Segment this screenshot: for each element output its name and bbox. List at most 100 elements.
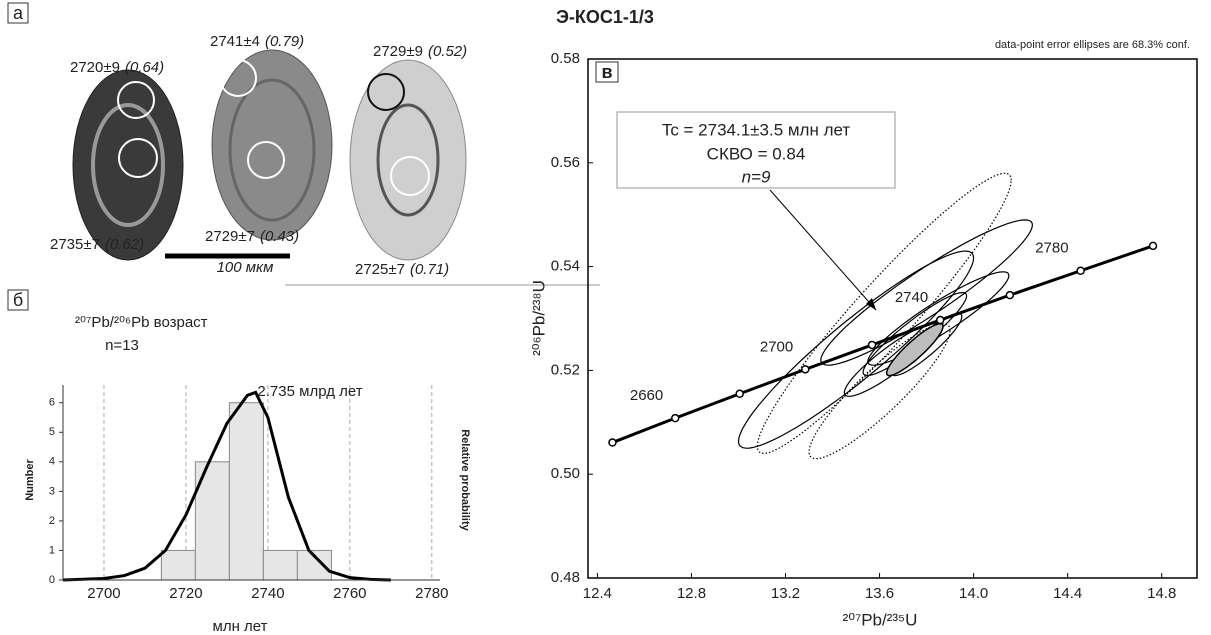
y-tick-label: 1 [49, 544, 55, 556]
error-ellipse [867, 271, 1010, 366]
error-ellipse [820, 219, 1034, 366]
spot-label: 2729±7 (0.43) [205, 228, 299, 245]
grain [211, 49, 333, 241]
result-text: СКВО = 0.84 [707, 144, 806, 163]
age-marker [1148, 241, 1158, 251]
y-tick-label: 0.48 [551, 569, 580, 586]
y-tick-label: 0.58 [551, 50, 580, 67]
spot-ratio: (0.64) [125, 59, 164, 76]
spot [367, 73, 405, 111]
y-tick-label: 4 [49, 456, 55, 468]
grain [349, 59, 467, 261]
y-axis-label: Number [24, 459, 36, 501]
x-tick-label: 14.4 [1053, 585, 1082, 602]
x-tick-label: 2760 [333, 585, 366, 602]
y-tick-label: 2 [49, 515, 55, 527]
y2-axis-label: Relative probability [459, 429, 471, 531]
grain [72, 69, 184, 261]
spot-label: 2720±9 (0.64) [70, 59, 164, 76]
error-ellipse [808, 323, 951, 460]
x-tick-label: 2700 [87, 585, 120, 602]
zoning [228, 78, 316, 222]
figure-title: Э-КОС1-1/3 [556, 7, 654, 27]
error-ellipse [885, 322, 944, 377]
y-tick-label: 0.50 [551, 465, 580, 482]
y-tick-label: 6 [49, 397, 55, 409]
spot [247, 141, 285, 179]
x-tick-label: 2780 [415, 585, 448, 602]
result-text: n=9 [742, 167, 771, 186]
annotation: n=13 [105, 337, 139, 354]
error-ellipse [737, 250, 975, 449]
x-axis-label: ²⁰⁷Pb/²³⁵U [843, 610, 918, 629]
age-marker [1076, 266, 1085, 276]
y-tick-label: 0.54 [551, 258, 580, 275]
x-axis-label: млн лет [213, 618, 268, 635]
spot-ratio: (0.52) [428, 43, 467, 60]
bar [160, 549, 196, 581]
arrow-head [866, 298, 876, 310]
annotation: ²⁰⁷Pb/²⁰⁶Pb возраст [75, 314, 208, 331]
bar [262, 549, 298, 581]
spot-ratio: (0.71) [410, 261, 449, 278]
spot [118, 138, 158, 178]
spot-label: 2741±4 (0.79) [210, 33, 304, 50]
spot [390, 156, 430, 196]
panel-box [595, 61, 619, 83]
spot-age: 2720±9 [70, 59, 120, 76]
spots [117, 59, 430, 196]
x-tick-label: 13.6 [865, 585, 894, 602]
x-tick-label: 12.8 [677, 585, 706, 602]
x-tick-label: 13.2 [771, 585, 800, 602]
spot [219, 59, 257, 97]
spot [117, 81, 155, 119]
panel-box [7, 289, 29, 311]
age-marker [867, 340, 877, 350]
result-text: Tc = 2734.1±3.5 млн лет [662, 120, 851, 139]
x-tick-label: 14.0 [959, 585, 988, 602]
spot-ratio: (0.79) [265, 33, 304, 50]
panel-label: а [13, 3, 24, 23]
bar [228, 402, 264, 581]
spot-age: 2729±9 [373, 43, 423, 60]
spot-label: 2735±7 (0.62) [50, 236, 144, 253]
x-tick-label: 2720 [169, 585, 202, 602]
panel-box [7, 2, 29, 24]
spot-label: 2729±9 (0.52) [373, 43, 467, 60]
y-tick-label: 0.52 [551, 361, 580, 378]
panel-label: в [601, 62, 612, 82]
spot-age: 2729±7 [205, 228, 255, 245]
plot-frame [587, 58, 1198, 579]
x-tick-label: 12.4 [583, 585, 612, 602]
spot-label: 2725±7 (0.71) [355, 261, 449, 278]
y-axis-label: ²⁰⁶Pb/²³⁸U [529, 280, 548, 356]
spot-ratio: (0.62) [105, 236, 144, 253]
y-tick-label: 0.56 [551, 154, 580, 171]
result-box [616, 111, 896, 189]
age-label: 2740 [895, 289, 928, 306]
probability-curve [62, 390, 391, 582]
panel-label: б [13, 290, 23, 310]
zoning [376, 103, 440, 217]
age-marker [801, 365, 810, 374]
age-label: 2660 [630, 387, 663, 404]
age-label: 2780 [1035, 240, 1068, 257]
spot-age: 2735±7 [50, 236, 100, 253]
y-tick-label: 3 [49, 485, 55, 497]
age-marker [608, 438, 617, 447]
x-tick-label: 14.8 [1147, 585, 1176, 602]
y-tick-label: 5 [49, 426, 55, 438]
x-tick-label: 2740 [251, 585, 284, 602]
note: data-point error ellipses are 68.3% conf… [995, 39, 1190, 51]
age-label: 2700 [760, 338, 793, 355]
spot-age: 2725±7 [355, 261, 405, 278]
age-marker [670, 413, 680, 423]
zoning [91, 103, 165, 227]
spot-age: 2741±4 [210, 33, 260, 50]
annotation: 2.735 млрд лет [257, 383, 362, 400]
age-marker [935, 315, 945, 325]
arrow [769, 189, 877, 311]
age-marker [735, 389, 744, 399]
